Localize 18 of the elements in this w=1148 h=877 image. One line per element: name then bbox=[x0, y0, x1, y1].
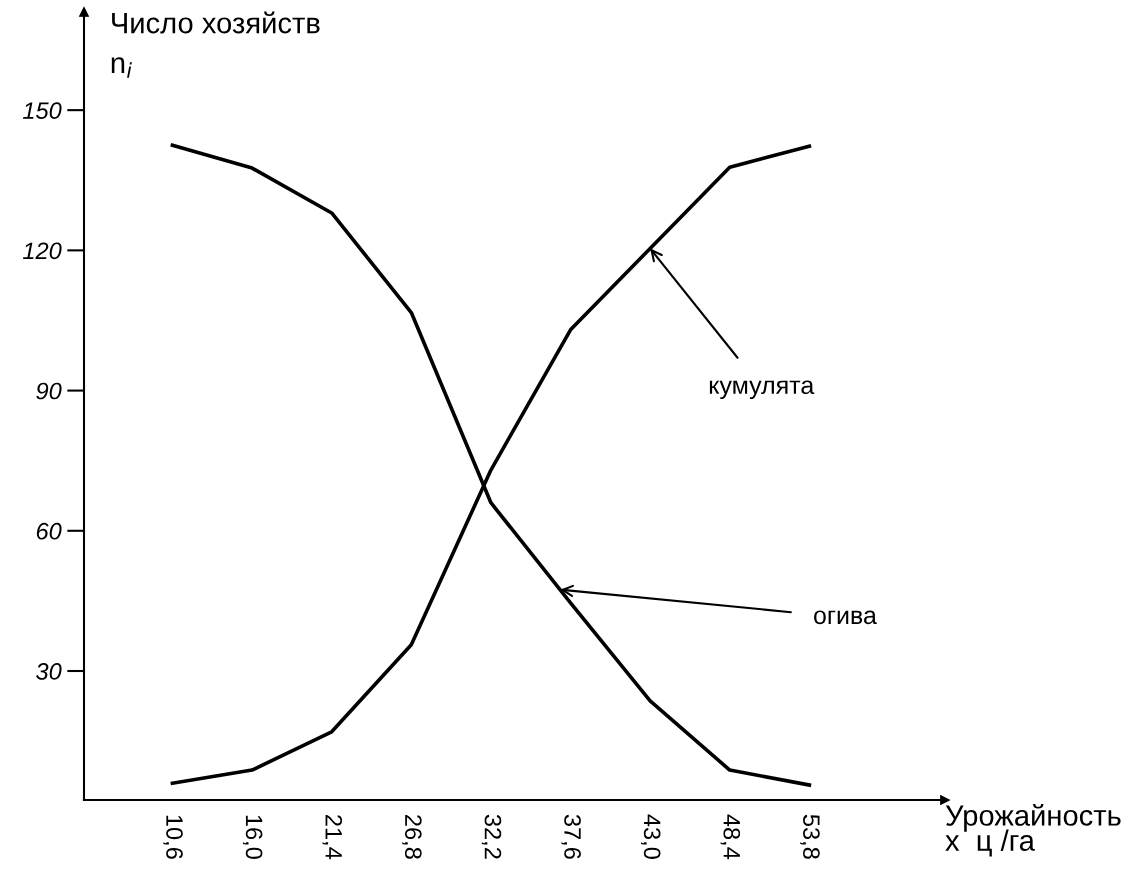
y-tick-label: 60 bbox=[36, 522, 62, 540]
y-tick-label: 90 bbox=[36, 382, 62, 400]
y-axis-title: Число хозяйств n$_{i}$ bbox=[111, 11, 320, 78]
x-tick-label: 32,2 bbox=[481, 814, 502, 859]
y-tick-label: 30 bbox=[36, 663, 62, 680]
x-axis-title: Урожайность x ц /га bbox=[945, 803, 1121, 857]
x-tick-label: 48,4 bbox=[720, 814, 741, 860]
annotation: огива bbox=[814, 610, 877, 625]
x-tick-label: 10,6 bbox=[163, 815, 183, 859]
x-tick-label: 16,0 bbox=[242, 815, 263, 859]
x-tick-label: 37,6 bbox=[561, 814, 581, 859]
y-tick-label: 150 bbox=[23, 102, 62, 119]
x-tick-label: 43,0 bbox=[641, 814, 661, 859]
x-tick-label: 53,8 bbox=[800, 814, 820, 859]
x-tick-label: 26,8 bbox=[402, 815, 422, 859]
x-tick-label: 21,4 bbox=[322, 815, 343, 860]
y-tick-label: 120 bbox=[23, 242, 62, 260]
annotation: кумулята bbox=[709, 380, 815, 400]
